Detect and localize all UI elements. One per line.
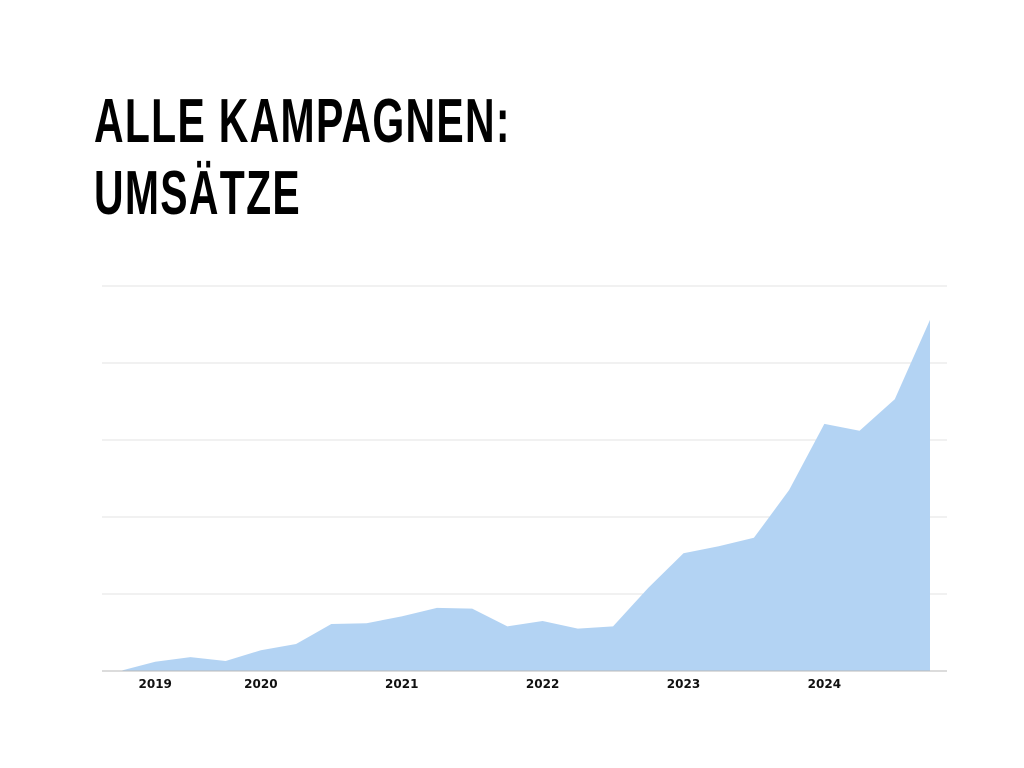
x-tick-label: 2022 xyxy=(526,677,559,691)
x-tick-label: 2023 xyxy=(667,677,700,691)
area xyxy=(120,319,930,671)
x-tick-label: 2021 xyxy=(385,677,418,691)
x-tick-label: 2020 xyxy=(244,677,277,691)
chart-title: ALLE KAMPAGNEN: UMSÄTZE xyxy=(94,87,511,228)
x-tick-label: 2024 xyxy=(808,677,841,691)
x-tick-label: 2019 xyxy=(139,677,172,691)
